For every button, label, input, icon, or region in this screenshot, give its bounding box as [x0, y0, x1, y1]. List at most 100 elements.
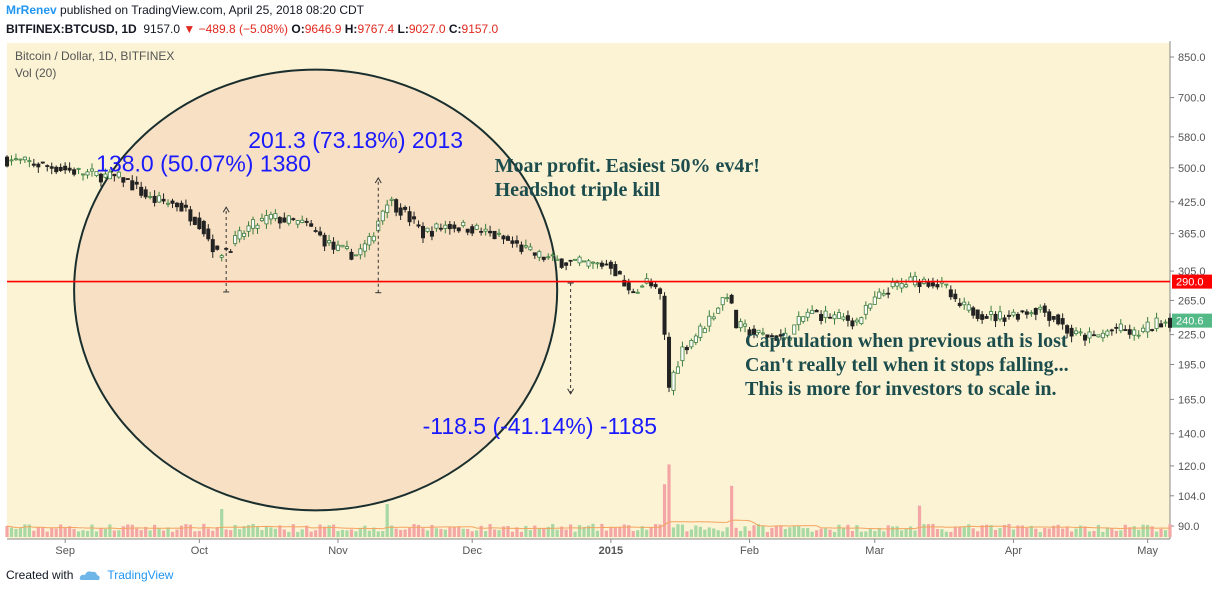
volume-bar — [354, 531, 358, 537]
volume-bar — [810, 531, 814, 537]
volume-bar — [904, 529, 908, 537]
candle-body — [868, 303, 873, 309]
candle-body — [9, 159, 14, 162]
volume-bar — [23, 524, 27, 537]
candle-body — [1118, 323, 1123, 332]
candle-body — [1056, 314, 1061, 325]
volume-bar — [363, 525, 367, 537]
candle-body — [452, 224, 457, 229]
candle-body — [1042, 305, 1047, 313]
annotation-text: Can't really tell when it stops falling.… — [745, 354, 1069, 376]
volume-bar — [1038, 532, 1042, 537]
candle-body — [67, 167, 72, 171]
tradingview-link[interactable]: TradingView — [107, 568, 174, 582]
candle-body — [872, 296, 877, 305]
down-arrow-icon: ▼ — [183, 22, 196, 36]
candle-body — [778, 334, 783, 337]
volume-bar — [837, 524, 841, 537]
volume-bar — [797, 525, 801, 537]
candle-body — [237, 230, 242, 240]
candle-body — [711, 316, 716, 320]
candle-body — [367, 236, 372, 246]
candle-body — [1083, 334, 1088, 341]
candle-body — [371, 235, 376, 242]
volume-bar — [779, 525, 783, 537]
candle-body — [582, 260, 587, 263]
volume-bar — [202, 523, 206, 537]
candle-body — [85, 171, 90, 176]
last-price-badge — [1172, 313, 1212, 328]
candle-body — [22, 156, 27, 161]
candle-body — [179, 202, 184, 212]
candle-body — [259, 217, 264, 222]
candle-body — [40, 161, 45, 164]
volume-bar — [488, 524, 492, 537]
volume-bar — [367, 530, 371, 537]
candle-body — [174, 202, 179, 208]
candle-body — [219, 255, 224, 258]
candle-body — [197, 217, 202, 230]
volume-bar — [922, 524, 926, 537]
volume-bar — [32, 530, 36, 537]
author-link[interactable]: MrRenev — [6, 3, 57, 17]
annotation-text: Moar profit. Easiest 50% ev4r! — [495, 155, 760, 177]
volume-bar — [721, 531, 725, 537]
volume-bar — [144, 526, 148, 537]
price-chart[interactable]: 850.0700.0580.0500.0425.0365.0305.0265.0… — [0, 41, 1230, 561]
candle-body — [336, 244, 341, 251]
volume-bar — [855, 525, 859, 537]
volume-bar — [197, 530, 201, 537]
candle-body — [1078, 331, 1083, 334]
candle-body — [881, 292, 886, 296]
volume-bar — [613, 527, 617, 537]
volume-bar — [126, 524, 130, 537]
volume-bar — [1092, 530, 1096, 537]
candle-body — [353, 254, 358, 257]
volume-bar — [318, 524, 322, 537]
y-tick-label: 265.0 — [1178, 295, 1206, 307]
candle-body — [698, 325, 703, 338]
candle-body — [984, 316, 989, 319]
volume-bar — [229, 530, 233, 537]
volume-bar — [443, 529, 447, 537]
volume-bar — [604, 530, 608, 537]
volume-bar — [5, 526, 9, 537]
symbol-label: BITFINEX:BTCUSD, 1D — [6, 22, 137, 36]
candle-body — [904, 284, 909, 288]
last-price: 9157.0 — [143, 22, 181, 36]
candle-body — [215, 245, 220, 250]
volume-bar — [170, 531, 175, 537]
candle-body — [590, 261, 595, 264]
candle-body — [268, 214, 273, 220]
candle-body — [966, 304, 971, 311]
candle-body — [537, 251, 542, 258]
candle-body — [877, 291, 882, 299]
volume-bar — [949, 531, 953, 537]
candle-body — [72, 169, 77, 175]
volume-bar — [725, 527, 729, 537]
candle-body — [242, 232, 247, 237]
volume-bar — [1105, 527, 1109, 537]
candle-body — [1024, 311, 1029, 315]
open-label: O: — [291, 22, 305, 36]
volume-bar — [577, 525, 582, 537]
volume-bar — [269, 527, 273, 537]
volume-bar — [260, 530, 264, 537]
candle-body — [595, 262, 600, 265]
volume-bar — [179, 525, 184, 537]
volume-bar — [882, 531, 886, 537]
candle-body — [662, 295, 667, 335]
candle-body — [787, 337, 792, 341]
volume-bar — [501, 526, 506, 537]
candle-body — [1091, 334, 1096, 337]
volume-bar — [117, 530, 121, 537]
volume-bar — [667, 464, 671, 537]
candle-body — [318, 231, 323, 236]
candle-body — [380, 210, 385, 222]
volume-bar — [680, 524, 685, 537]
volume-bar — [515, 527, 519, 537]
candle-body — [465, 228, 470, 233]
volume-bar — [1011, 529, 1016, 537]
volume-bar — [36, 527, 40, 537]
measure-label: -118.5 (-41.14%) -1185 — [423, 413, 657, 439]
